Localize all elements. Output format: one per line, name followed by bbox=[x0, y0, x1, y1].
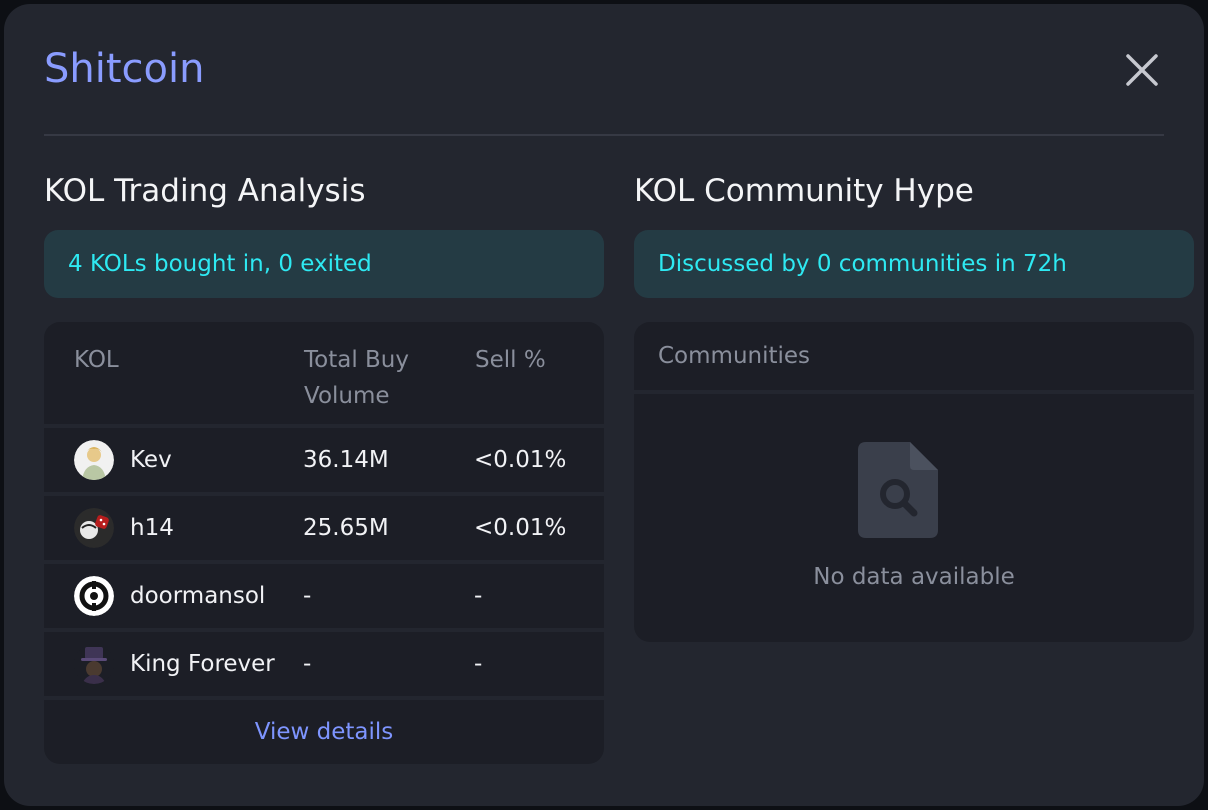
kol-name: Kev bbox=[130, 447, 172, 473]
communities-panel: Communities No data available bbox=[634, 322, 1194, 642]
document-search-icon bbox=[858, 442, 938, 538]
kol-table-header: KOL Total Buy Volume Sell % bbox=[44, 322, 604, 428]
table-row[interactable]: King Forever - - bbox=[44, 632, 604, 700]
table-row[interactable]: h14 25.65M <0.01% bbox=[44, 496, 604, 564]
table-row[interactable]: Kev 36.14M <0.01% bbox=[44, 428, 604, 496]
kol-sell-percent: <0.01% bbox=[474, 447, 567, 473]
kol-buy-volume: - bbox=[303, 651, 312, 677]
kol-sell-percent: <0.01% bbox=[474, 515, 567, 541]
table-row[interactable]: doormansol - - bbox=[44, 564, 604, 632]
kol-buy-volume: 36.14M bbox=[303, 447, 389, 473]
community-hype-title: KOL Community Hype bbox=[634, 173, 974, 209]
column-kol: KOL bbox=[74, 347, 119, 373]
kol-table-footer: View details bbox=[44, 700, 604, 764]
kol-buy-volume: 25.65M bbox=[303, 515, 389, 541]
kol-table: KOL Total Buy Volume Sell % Kev 36.14M <… bbox=[44, 322, 604, 764]
kol-name: doormansol bbox=[130, 583, 266, 609]
avatar bbox=[74, 644, 114, 684]
modal-title: Shitcoin bbox=[44, 46, 205, 92]
avatar bbox=[74, 576, 114, 616]
empty-state-text: No data available bbox=[813, 564, 1015, 590]
avatar bbox=[74, 440, 114, 480]
kol-name: h14 bbox=[130, 515, 174, 541]
modal-header: Shitcoin bbox=[44, 4, 1164, 136]
kol-sell-percent: - bbox=[474, 651, 483, 677]
column-total-buy-volume: Total Buy Volume bbox=[304, 342, 409, 414]
column-volume-line2: Volume bbox=[304, 383, 390, 409]
column-sell-percent: Sell % bbox=[475, 347, 546, 373]
column-communities: Communities bbox=[634, 322, 1194, 394]
view-details-link[interactable]: View details bbox=[254, 719, 394, 745]
avatar bbox=[74, 508, 114, 548]
kol-buy-volume: - bbox=[303, 583, 312, 609]
kol-sell-percent: - bbox=[474, 583, 483, 609]
kol-name: King Forever bbox=[130, 651, 275, 677]
community-summary-banner: Discussed by 0 communities in 72h bbox=[634, 230, 1194, 298]
close-icon bbox=[1126, 54, 1158, 86]
trading-summary-banner: 4 KOLs bought in, 0 exited bbox=[44, 230, 604, 298]
column-volume-line1: Total Buy bbox=[304, 347, 409, 373]
close-button[interactable] bbox=[1120, 48, 1164, 92]
empty-state: No data available bbox=[634, 394, 1194, 642]
token-modal: Shitcoin KOL Trading Analysis 4 KOLs bou… bbox=[4, 4, 1204, 806]
trading-analysis-title: KOL Trading Analysis bbox=[44, 173, 366, 209]
